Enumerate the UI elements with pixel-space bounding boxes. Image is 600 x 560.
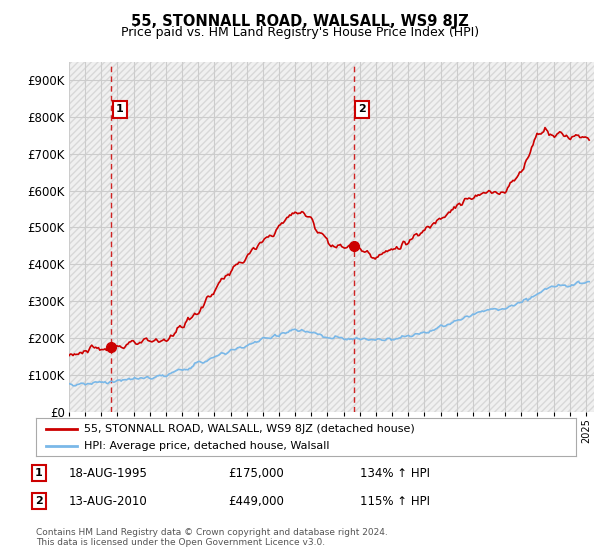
Text: 115% ↑ HPI: 115% ↑ HPI (360, 494, 430, 508)
Text: 18-AUG-1995: 18-AUG-1995 (69, 466, 148, 480)
Text: £175,000: £175,000 (228, 466, 284, 480)
Text: 55, STONNALL ROAD, WALSALL, WS9 8JZ (detached house): 55, STONNALL ROAD, WALSALL, WS9 8JZ (det… (83, 423, 414, 433)
Text: HPI: Average price, detached house, Walsall: HPI: Average price, detached house, Wals… (83, 441, 329, 451)
Text: 13-AUG-2010: 13-AUG-2010 (69, 494, 148, 508)
Text: 2: 2 (358, 105, 366, 114)
Text: £449,000: £449,000 (228, 494, 284, 508)
Text: 55, STONNALL ROAD, WALSALL, WS9 8JZ: 55, STONNALL ROAD, WALSALL, WS9 8JZ (131, 14, 469, 29)
Text: 1: 1 (116, 105, 124, 114)
Text: Contains HM Land Registry data © Crown copyright and database right 2024.
This d: Contains HM Land Registry data © Crown c… (36, 528, 388, 547)
Text: 134% ↑ HPI: 134% ↑ HPI (360, 466, 430, 480)
Text: Price paid vs. HM Land Registry's House Price Index (HPI): Price paid vs. HM Land Registry's House … (121, 26, 479, 39)
Text: 1: 1 (35, 468, 43, 478)
Text: 2: 2 (35, 496, 43, 506)
